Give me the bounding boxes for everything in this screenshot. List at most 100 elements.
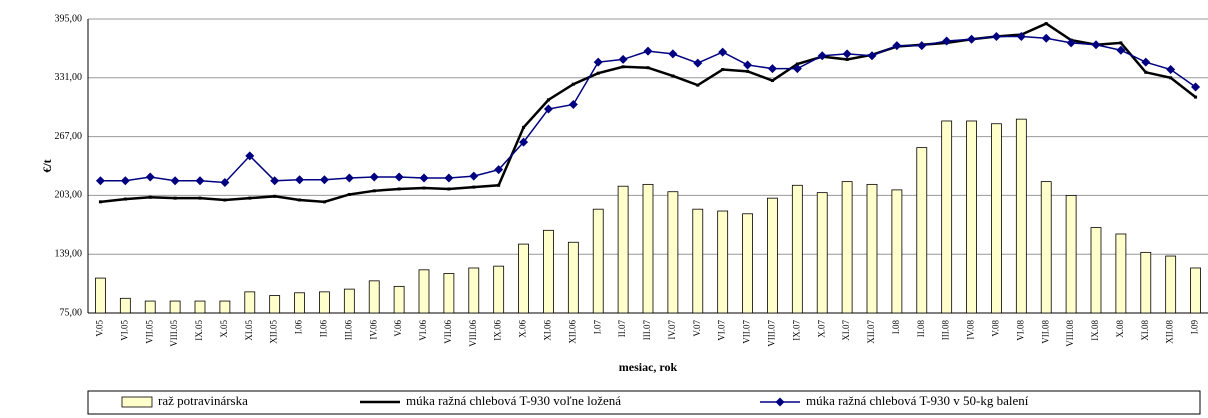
bar xyxy=(966,120,977,314)
bar xyxy=(1190,267,1201,314)
x-tick-label: VI.06 xyxy=(418,320,428,341)
marker xyxy=(1116,45,1126,55)
marker xyxy=(1119,41,1123,45)
bar xyxy=(543,229,554,314)
bar xyxy=(368,280,380,314)
x-tick-label: XI.05 xyxy=(244,320,254,341)
marker xyxy=(95,176,105,186)
bar xyxy=(916,147,928,314)
marker xyxy=(245,151,255,161)
marker xyxy=(842,49,852,59)
marker xyxy=(845,57,849,61)
x-tick-label: X.05 xyxy=(219,320,229,338)
bar xyxy=(194,300,206,314)
y-tick-label: 267,00 xyxy=(55,131,83,142)
bar xyxy=(418,269,430,314)
x-tick-label: VIII.05 xyxy=(169,320,179,347)
x-tick-label: V.08 xyxy=(991,320,1001,337)
marker xyxy=(693,58,703,68)
marker xyxy=(494,165,504,175)
marker xyxy=(397,187,401,191)
x-tick-label: V.07 xyxy=(692,320,702,337)
marker xyxy=(519,137,529,147)
bar xyxy=(468,267,480,314)
bar xyxy=(269,295,281,314)
marker xyxy=(892,41,902,51)
marker xyxy=(173,196,177,200)
x-tick-label: VIII.07 xyxy=(767,320,777,347)
marker xyxy=(1194,95,1198,99)
marker xyxy=(917,41,927,51)
marker xyxy=(248,196,252,200)
x-tick-label: V.06 xyxy=(393,320,403,337)
marker xyxy=(795,62,799,66)
y-tick-label: 203,00 xyxy=(55,190,83,201)
bar xyxy=(742,213,753,314)
legend-label: múka ražná chlebová T-930 v 50-kg balení xyxy=(806,393,1029,408)
bar xyxy=(1115,233,1127,314)
bar xyxy=(219,300,231,314)
marker xyxy=(721,68,725,72)
marker xyxy=(344,173,354,183)
x-tick-label: I.09 xyxy=(1190,320,1200,335)
y-axis-label: €/t xyxy=(40,159,54,172)
x-tick-label: XII.07 xyxy=(866,320,876,344)
bar xyxy=(169,300,181,314)
x-tick-label: III.07 xyxy=(642,320,652,341)
marker xyxy=(447,187,451,191)
marker xyxy=(522,125,526,129)
bar xyxy=(941,120,953,314)
x-tick-label: I.07 xyxy=(592,320,602,335)
x-tick-label: II.06 xyxy=(319,320,329,338)
marker xyxy=(469,171,479,181)
x-tick-label: VII.08 xyxy=(1040,320,1050,344)
marker xyxy=(543,104,553,114)
marker xyxy=(792,64,802,74)
marker xyxy=(497,183,501,187)
bar xyxy=(617,185,629,314)
x-tick-label: X.08 xyxy=(1115,320,1125,338)
marker xyxy=(372,189,376,193)
bar xyxy=(294,292,305,314)
legend-box xyxy=(87,390,1201,415)
marker xyxy=(696,83,700,87)
x-tick-label: XII.08 xyxy=(1165,320,1175,344)
marker xyxy=(1016,31,1026,41)
marker xyxy=(369,172,379,182)
marker xyxy=(148,195,152,199)
bar xyxy=(791,184,803,314)
x-tick-label: VII.05 xyxy=(144,320,154,344)
x-tick-label: I.06 xyxy=(294,320,304,335)
x-tick-label: XII.06 xyxy=(567,320,577,344)
bar xyxy=(1090,227,1102,314)
y-tick-label: 331,00 xyxy=(55,72,83,83)
x-tick-label: I.08 xyxy=(891,320,901,335)
marker xyxy=(1169,76,1173,80)
marker xyxy=(568,99,578,109)
x-axis-label: mesiac, rok xyxy=(619,360,678,374)
marker xyxy=(223,198,227,202)
bar xyxy=(1015,118,1027,314)
bar xyxy=(991,123,1002,314)
marker xyxy=(1091,40,1101,50)
marker xyxy=(867,51,877,61)
bar xyxy=(518,243,529,314)
x-tick-label: IX.08 xyxy=(1090,320,1100,341)
marker xyxy=(170,176,180,186)
marker xyxy=(1041,33,1051,43)
bar xyxy=(1165,255,1177,314)
marker xyxy=(571,82,575,86)
x-tick-label: V.05 xyxy=(95,320,105,337)
marker xyxy=(596,71,600,75)
x-tick-label: IV.08 xyxy=(966,320,976,340)
bar xyxy=(816,192,828,314)
marker xyxy=(295,175,305,185)
bar xyxy=(592,208,604,314)
bar xyxy=(1040,181,1052,314)
marker xyxy=(273,194,277,198)
legend-label: raž potravinárska xyxy=(158,393,248,408)
marker xyxy=(319,175,329,185)
x-tick-label: X.06 xyxy=(518,320,528,338)
bar xyxy=(567,241,579,314)
